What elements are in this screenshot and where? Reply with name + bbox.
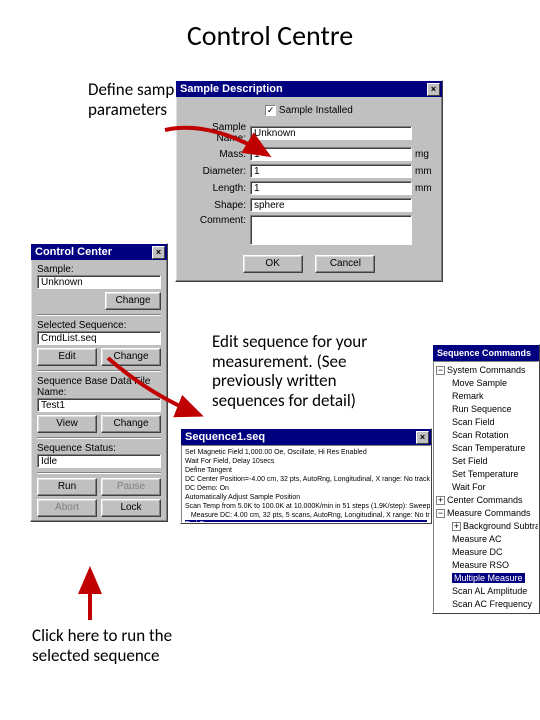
command-tree-window: Sequence Commands −System CommandsMove S… bbox=[432, 344, 540, 614]
shape-field[interactable]: sphere bbox=[250, 198, 412, 212]
change-file-button[interactable]: Change bbox=[101, 415, 161, 433]
pause-button[interactable]: Pause bbox=[101, 478, 161, 496]
sample-installed-label: Sample Installed bbox=[279, 105, 353, 116]
edit-button[interactable]: Edit bbox=[37, 348, 97, 366]
selected-sequence-label: Selected Sequence: bbox=[37, 320, 161, 331]
sample-name-field[interactable]: Unknown bbox=[250, 126, 412, 140]
control-center-title: Control Center bbox=[35, 246, 112, 258]
control-center-titlebar: Control Center × bbox=[31, 244, 167, 260]
command-tree-title: Sequence Commands bbox=[437, 348, 531, 358]
mass-unit: mg bbox=[412, 149, 432, 160]
sequence-editor-title: Sequence1.seq bbox=[185, 431, 265, 443]
base-file-value: Test1 bbox=[37, 398, 161, 412]
change-button[interactable]: Change bbox=[105, 292, 161, 310]
sample-label: Sample: bbox=[37, 264, 161, 275]
comment-field[interactable] bbox=[250, 215, 412, 245]
page-title: Control Centre bbox=[0, 18, 540, 53]
close-icon[interactable]: × bbox=[416, 431, 429, 444]
sample-description-title: Sample Description bbox=[180, 83, 283, 95]
length-label: Length: bbox=[186, 183, 250, 194]
status-label: Sequence Status: bbox=[37, 443, 161, 454]
ok-button[interactable]: OK bbox=[243, 255, 303, 273]
command-tree[interactable]: −System CommandsMove SampleRemarkRun Seq… bbox=[433, 361, 539, 613]
diameter-unit: mm bbox=[412, 166, 432, 177]
close-icon[interactable]: × bbox=[427, 83, 440, 96]
change-sequence-button[interactable]: Change bbox=[101, 348, 161, 366]
shape-label: Shape: bbox=[186, 200, 250, 211]
cancel-button[interactable]: Cancel bbox=[315, 255, 375, 273]
sequence-editor-titlebar: Sequence1.seq × bbox=[181, 429, 431, 445]
mass-field[interactable]: 1 bbox=[250, 147, 412, 161]
run-button[interactable]: Run bbox=[37, 478, 97, 496]
annotation-edit-sequence: Edit sequence for your measurement. (See… bbox=[212, 332, 412, 410]
base-file-label: Sequence Base Data File Name: bbox=[37, 376, 161, 398]
length-field[interactable]: 1 bbox=[250, 181, 412, 195]
lock-button[interactable]: Lock bbox=[101, 499, 161, 517]
selected-sequence-value: CmdList.seq bbox=[37, 331, 161, 345]
command-tree-titlebar: Sequence Commands bbox=[433, 345, 539, 361]
comment-label: Comment: bbox=[186, 215, 250, 226]
sample-name-label: Sample Name: bbox=[186, 122, 250, 144]
view-button[interactable]: View bbox=[37, 415, 97, 433]
sequence-text-area[interactable]: Set Magnetic Field 1,000.00 Oe, Oscillat… bbox=[181, 445, 431, 523]
status-value: Idle bbox=[37, 454, 161, 468]
mass-label: Mass: bbox=[186, 149, 250, 160]
sample-description-titlebar: Sample Description × bbox=[176, 81, 442, 97]
sample-value: Unknown bbox=[37, 275, 161, 289]
annotation-run: Click here to run the selected sequence bbox=[32, 626, 222, 665]
control-center-window: Control Center × Sample: Unknown Change … bbox=[30, 243, 168, 522]
length-unit: mm bbox=[412, 183, 432, 194]
diameter-label: Diameter: bbox=[186, 166, 250, 177]
sample-installed-checkbox[interactable]: ✓ bbox=[265, 105, 276, 116]
abort-button[interactable]: Abort bbox=[37, 499, 97, 517]
sequence-editor-window: Sequence1.seq × Set Magnetic Field 1,000… bbox=[180, 428, 432, 524]
diameter-field[interactable]: 1 bbox=[250, 164, 412, 178]
sample-description-window: Sample Description × ✓ Sample Installed … bbox=[175, 80, 443, 282]
close-icon[interactable]: × bbox=[152, 246, 165, 259]
